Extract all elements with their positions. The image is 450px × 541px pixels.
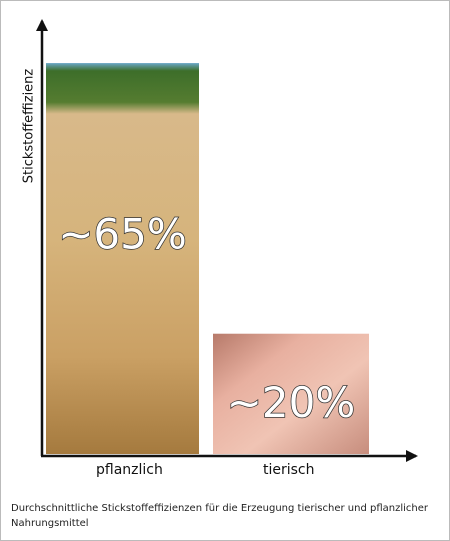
- chart: Stickstoffeffizienz ~65% pflanzlich ~20% ti…: [22, 19, 418, 478]
- value-label: ~65%: [58, 210, 187, 259]
- x-tick-label: tierisch: [263, 462, 315, 478]
- bar: [46, 63, 199, 454]
- x-tick-label: pflanzlich: [96, 462, 163, 478]
- caption: Durchschnittliche Stickstoffeffizienzen …: [11, 503, 428, 529]
- value-label: ~20%: [227, 378, 356, 427]
- bar: [213, 333, 369, 454]
- y-axis-label: Stickstoffeffizienz: [22, 69, 37, 184]
